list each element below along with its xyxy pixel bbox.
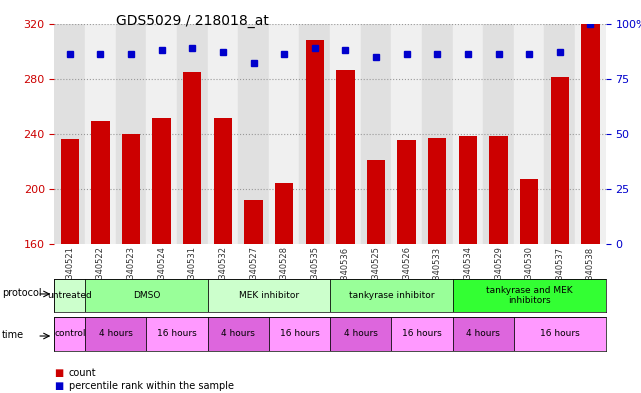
Bar xyxy=(146,24,177,244)
Bar xyxy=(483,24,514,244)
Text: 4 hours: 4 hours xyxy=(344,329,378,338)
Text: MEK inhibitor: MEK inhibitor xyxy=(239,291,299,300)
Bar xyxy=(208,317,269,351)
Bar xyxy=(54,24,85,244)
Bar xyxy=(306,40,324,244)
Bar xyxy=(514,317,606,351)
Text: protocol: protocol xyxy=(2,288,42,298)
Bar xyxy=(275,183,294,244)
Bar xyxy=(489,136,508,244)
Bar xyxy=(330,317,392,351)
Bar xyxy=(392,24,422,244)
Bar xyxy=(397,140,416,244)
Bar xyxy=(153,118,171,244)
Bar xyxy=(208,24,238,244)
Bar xyxy=(514,24,544,244)
Text: 16 hours: 16 hours xyxy=(402,329,442,338)
Text: DMSO: DMSO xyxy=(133,291,160,300)
Bar xyxy=(551,77,569,244)
Bar xyxy=(85,317,146,351)
Bar xyxy=(54,317,85,351)
Bar xyxy=(453,279,606,312)
Bar xyxy=(453,24,483,244)
Bar xyxy=(177,24,208,244)
Bar xyxy=(238,24,269,244)
Text: count: count xyxy=(69,367,96,378)
Bar xyxy=(269,24,299,244)
Bar xyxy=(146,317,208,351)
Bar xyxy=(85,279,208,312)
Bar xyxy=(453,317,514,351)
Bar xyxy=(91,121,110,244)
Bar xyxy=(428,138,447,244)
Bar xyxy=(367,160,385,244)
Text: 4 hours: 4 hours xyxy=(221,329,255,338)
Bar xyxy=(337,70,354,244)
Bar xyxy=(61,139,79,244)
Bar xyxy=(330,24,361,244)
Bar xyxy=(54,279,85,312)
Text: 16 hours: 16 hours xyxy=(279,329,319,338)
Bar xyxy=(544,24,575,244)
Bar xyxy=(299,24,330,244)
Bar xyxy=(520,179,538,244)
Text: 16 hours: 16 hours xyxy=(540,329,579,338)
Text: ■: ■ xyxy=(54,381,63,391)
Bar xyxy=(244,200,263,244)
Text: GDS5029 / 218018_at: GDS5029 / 218018_at xyxy=(116,14,269,28)
Bar xyxy=(575,24,606,244)
Text: 4 hours: 4 hours xyxy=(466,329,500,338)
Text: 16 hours: 16 hours xyxy=(157,329,197,338)
Bar xyxy=(392,317,453,351)
Bar xyxy=(330,279,453,312)
Bar xyxy=(213,118,232,244)
Text: control: control xyxy=(54,329,85,338)
Bar xyxy=(459,136,477,244)
Text: tankyrase inhibitor: tankyrase inhibitor xyxy=(349,291,434,300)
Bar xyxy=(269,317,330,351)
Text: untreated: untreated xyxy=(47,291,92,300)
Bar xyxy=(581,24,599,244)
Text: time: time xyxy=(2,330,24,340)
Bar xyxy=(122,134,140,244)
Bar xyxy=(85,24,116,244)
Text: ■: ■ xyxy=(54,367,63,378)
Bar xyxy=(183,72,201,244)
Bar xyxy=(208,279,330,312)
Bar xyxy=(422,24,453,244)
Text: percentile rank within the sample: percentile rank within the sample xyxy=(69,381,233,391)
Text: 4 hours: 4 hours xyxy=(99,329,133,338)
Bar xyxy=(116,24,146,244)
Text: tankyrase and MEK
inhibitors: tankyrase and MEK inhibitors xyxy=(486,286,572,305)
Bar xyxy=(361,24,392,244)
